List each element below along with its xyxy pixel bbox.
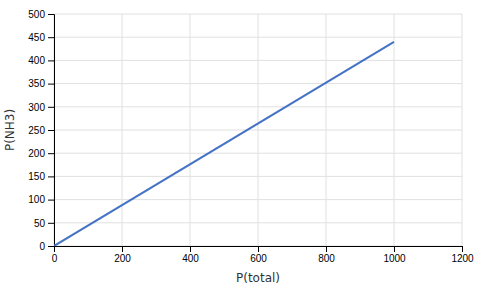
x-tick: 200 [114,246,131,264]
y-tick-mark [48,223,54,224]
y-tick: 100 [28,194,54,205]
y-grid-line [54,222,462,223]
x-tick-label: 1000 [383,253,406,264]
x-tick-label: 200 [114,253,131,264]
y-grid-line [54,130,462,131]
chart: 0 200 400 600 800 1000 1200 0 50 100 150 200 250 300 3… [0,0,480,288]
y-tick-label: 200 [28,148,45,159]
x-tick-mark [462,246,463,252]
y-tick: 150 [28,171,54,182]
x-tick-mark [122,246,123,252]
y-tick-mark [48,60,54,61]
y-tick-mark [48,130,54,131]
x-tick: 800 [318,246,335,264]
y-grid-line [54,14,462,15]
y-axis: 0 50 100 150 200 250 300 350 400 450 500 [28,9,54,252]
x-tick-label: 600 [250,253,267,264]
x-tick: 0 [52,246,58,264]
y-tick: 450 [28,32,54,43]
y-tick: 300 [28,102,54,113]
y-grid-line [54,153,462,154]
x-tick-mark [258,246,259,252]
y-tick-mark [48,200,54,201]
x-tick: 600 [250,246,267,264]
y-tick-mark [48,107,54,108]
y-axis-line [48,15,55,247]
y-tick: 500 [28,9,54,20]
y-tick-mark [48,153,54,154]
x-tick: 1200 [451,246,474,264]
x-tick-mark [394,246,395,252]
y-tick: 0 [39,241,54,252]
y-tick: 350 [28,78,54,89]
y-axis-title: P(NH3) [3,109,17,151]
y-tick-mark [48,246,54,247]
y-tick-label: 300 [28,102,45,113]
y-tick-label: 450 [28,32,45,43]
x-axis-title: P(total) [236,271,280,285]
y-tick-mark [48,37,54,38]
y-tick: 200 [28,148,54,159]
y-tick-label: 400 [28,55,45,66]
x-tick-label: 800 [318,253,335,264]
y-tick-label: 350 [28,78,45,89]
y-tick-mark [48,84,54,85]
y-grid-line [54,83,462,84]
y-grid-line [54,199,462,200]
y-tick-mark [48,14,54,15]
y-tick-label: 0 [39,241,45,252]
y-tick: 250 [28,125,54,136]
x-axis-line [55,247,463,253]
x-tick-label: 0 [52,253,58,264]
x-axis: 0 200 400 600 800 1000 1200 [52,246,474,264]
plot-area: 0 200 400 600 800 1000 1200 0 50 100 150 200 250 300 3… [28,9,474,264]
y-grid-line [54,60,462,61]
x-tick-label: 400 [182,253,199,264]
data-line [54,42,394,246]
x-tick-mark [190,246,191,252]
marks [54,42,394,246]
y-tick-label: 500 [28,9,45,20]
y-tick-label: 150 [28,171,45,182]
y-grid-line [54,106,462,107]
y-tick-mark [48,176,54,177]
y-grid-line [54,37,462,38]
x-tick: 1000 [383,246,406,264]
y-tick-label: 50 [34,218,46,229]
x-tick-mark [326,246,327,252]
y-grid-line [54,176,462,177]
x-tick-label: 1200 [451,253,474,264]
x-tick: 400 [182,246,199,264]
grid [54,14,462,246]
y-tick-label: 250 [28,125,45,136]
y-tick-label: 100 [28,194,45,205]
y-tick: 400 [28,55,54,66]
y-tick: 50 [34,218,54,229]
